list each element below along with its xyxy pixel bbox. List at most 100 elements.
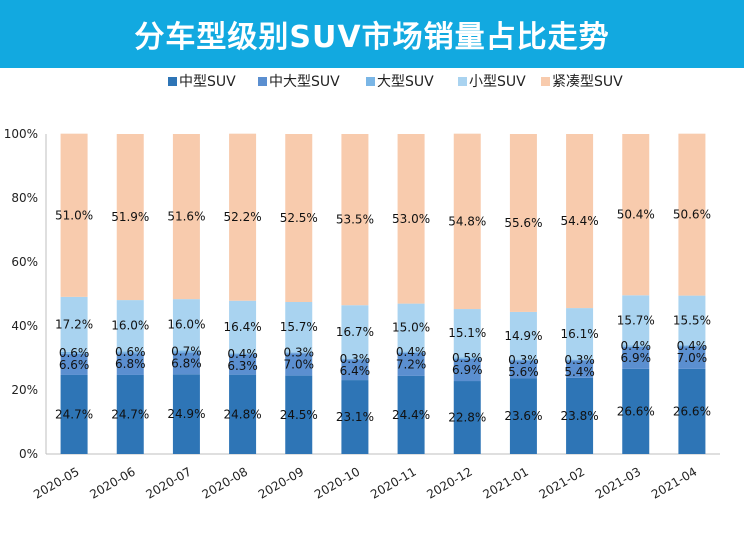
- bar-segment: [60, 296, 88, 352]
- bar-segment: [453, 381, 481, 454]
- y-tick-label: 40%: [11, 319, 38, 333]
- legend-swatch: [366, 77, 375, 86]
- data-label: 22.8%: [448, 411, 486, 425]
- bar-segment: [397, 134, 425, 304]
- data-label: 23.8%: [561, 409, 599, 423]
- x-tick-label: 2021-03: [593, 464, 643, 501]
- data-label: 0.5%: [452, 351, 483, 365]
- data-label: 50.6%: [673, 208, 711, 222]
- bar-segment: [229, 354, 257, 375]
- bar-segment: [60, 374, 88, 454]
- data-label: 15.0%: [392, 321, 430, 335]
- data-label: 5.4%: [564, 365, 595, 379]
- data-label: 0.3%: [564, 353, 595, 367]
- bar-segment: [341, 359, 369, 381]
- data-label: 24.7%: [55, 407, 93, 421]
- x-tick-label: 2020-12: [424, 464, 474, 501]
- bar-segment: [172, 299, 200, 351]
- bar-segment: [172, 374, 200, 454]
- data-label: 26.6%: [617, 404, 655, 418]
- bar-segment: [172, 350, 200, 353]
- data-label: 6.9%: [452, 363, 483, 377]
- x-tick-label: 2021-02: [537, 464, 587, 501]
- bar-segment: [566, 359, 594, 361]
- y-tick-label: 20%: [11, 383, 38, 397]
- data-label: 24.4%: [392, 408, 430, 422]
- data-label: 24.7%: [111, 407, 149, 421]
- bar-segment: [678, 295, 706, 346]
- x-tick-label: 2021-01: [480, 464, 530, 501]
- data-label: 7.0%: [284, 358, 315, 372]
- bar-segment: [622, 368, 650, 454]
- bar-segment: [60, 353, 88, 375]
- data-label: 23.1%: [336, 410, 374, 424]
- bar-segment: [509, 359, 537, 361]
- data-label: 6.4%: [340, 364, 371, 378]
- bar-segment: [678, 345, 706, 347]
- data-label: 15.5%: [673, 313, 711, 327]
- data-label: 15.1%: [448, 326, 486, 340]
- bar-segment: [509, 378, 537, 454]
- data-label: 6.3%: [227, 359, 258, 373]
- bar-segment: [341, 380, 369, 454]
- data-label: 0.7%: [171, 344, 202, 358]
- bar-segment: [622, 134, 650, 296]
- data-label: 6.8%: [115, 357, 146, 371]
- data-label: 24.8%: [224, 407, 262, 421]
- data-label: 54.4%: [561, 214, 599, 228]
- data-label: 17.2%: [55, 317, 93, 331]
- bar-segment: [60, 133, 88, 297]
- bar-segment: [397, 375, 425, 454]
- x-tick-label: 2020-07: [143, 464, 193, 501]
- legend-swatch: [541, 77, 550, 86]
- data-label: 5.6%: [508, 365, 539, 379]
- data-label: 7.0%: [677, 351, 708, 365]
- data-label: 51.0%: [55, 208, 93, 222]
- bar-segment: [397, 303, 425, 352]
- bar-segment: [341, 358, 369, 360]
- legend-label: 大型SUV: [377, 74, 434, 90]
- data-label: 53.0%: [392, 212, 430, 226]
- bar-segment: [172, 352, 200, 375]
- x-tick-label: 2021-04: [649, 464, 699, 501]
- bar-segment: [116, 134, 144, 301]
- x-tick-label: 2020-05: [31, 464, 81, 501]
- bar-segment: [341, 134, 369, 306]
- data-label: 50.4%: [617, 208, 655, 222]
- x-tick-label: 2020-06: [87, 464, 137, 501]
- data-label: 24.5%: [280, 408, 318, 422]
- bar-segment: [566, 360, 594, 378]
- bar-segment: [285, 134, 313, 302]
- data-label: 0.3%: [508, 353, 539, 367]
- x-tick-label: 2020-11: [368, 464, 418, 501]
- legend-label: 小型SUV: [469, 74, 526, 90]
- data-label: 16.0%: [167, 318, 205, 332]
- legend-swatch: [168, 77, 177, 86]
- bar-segment: [453, 358, 481, 382]
- bar-segment: [116, 374, 144, 454]
- bar-segment: [285, 302, 313, 353]
- data-label: 0.4%: [227, 347, 258, 361]
- data-label: 52.2%: [224, 210, 262, 224]
- bar-segment: [60, 351, 88, 354]
- bar-segment: [285, 352, 313, 354]
- bar-segment: [116, 353, 144, 375]
- data-label: 54.8%: [448, 214, 486, 228]
- bar-segment: [566, 134, 594, 309]
- y-tick-label: 0%: [19, 447, 38, 461]
- bar-segment: [229, 133, 257, 301]
- bar-segment: [509, 360, 537, 379]
- data-label: 51.9%: [111, 210, 149, 224]
- bar-segment: [509, 311, 537, 360]
- bar-segment: [397, 352, 425, 376]
- data-label: 0.6%: [59, 346, 90, 360]
- x-tick-label: 2020-08: [200, 464, 250, 501]
- data-label: 7.2%: [396, 357, 427, 371]
- bar-segment: [622, 346, 650, 369]
- data-label: 0.3%: [340, 352, 371, 366]
- data-label: 24.9%: [167, 407, 205, 421]
- y-tick-label: 60%: [11, 255, 38, 269]
- data-label: 0.4%: [677, 339, 708, 353]
- data-label: 15.7%: [617, 313, 655, 327]
- y-tick-label: 80%: [11, 191, 38, 205]
